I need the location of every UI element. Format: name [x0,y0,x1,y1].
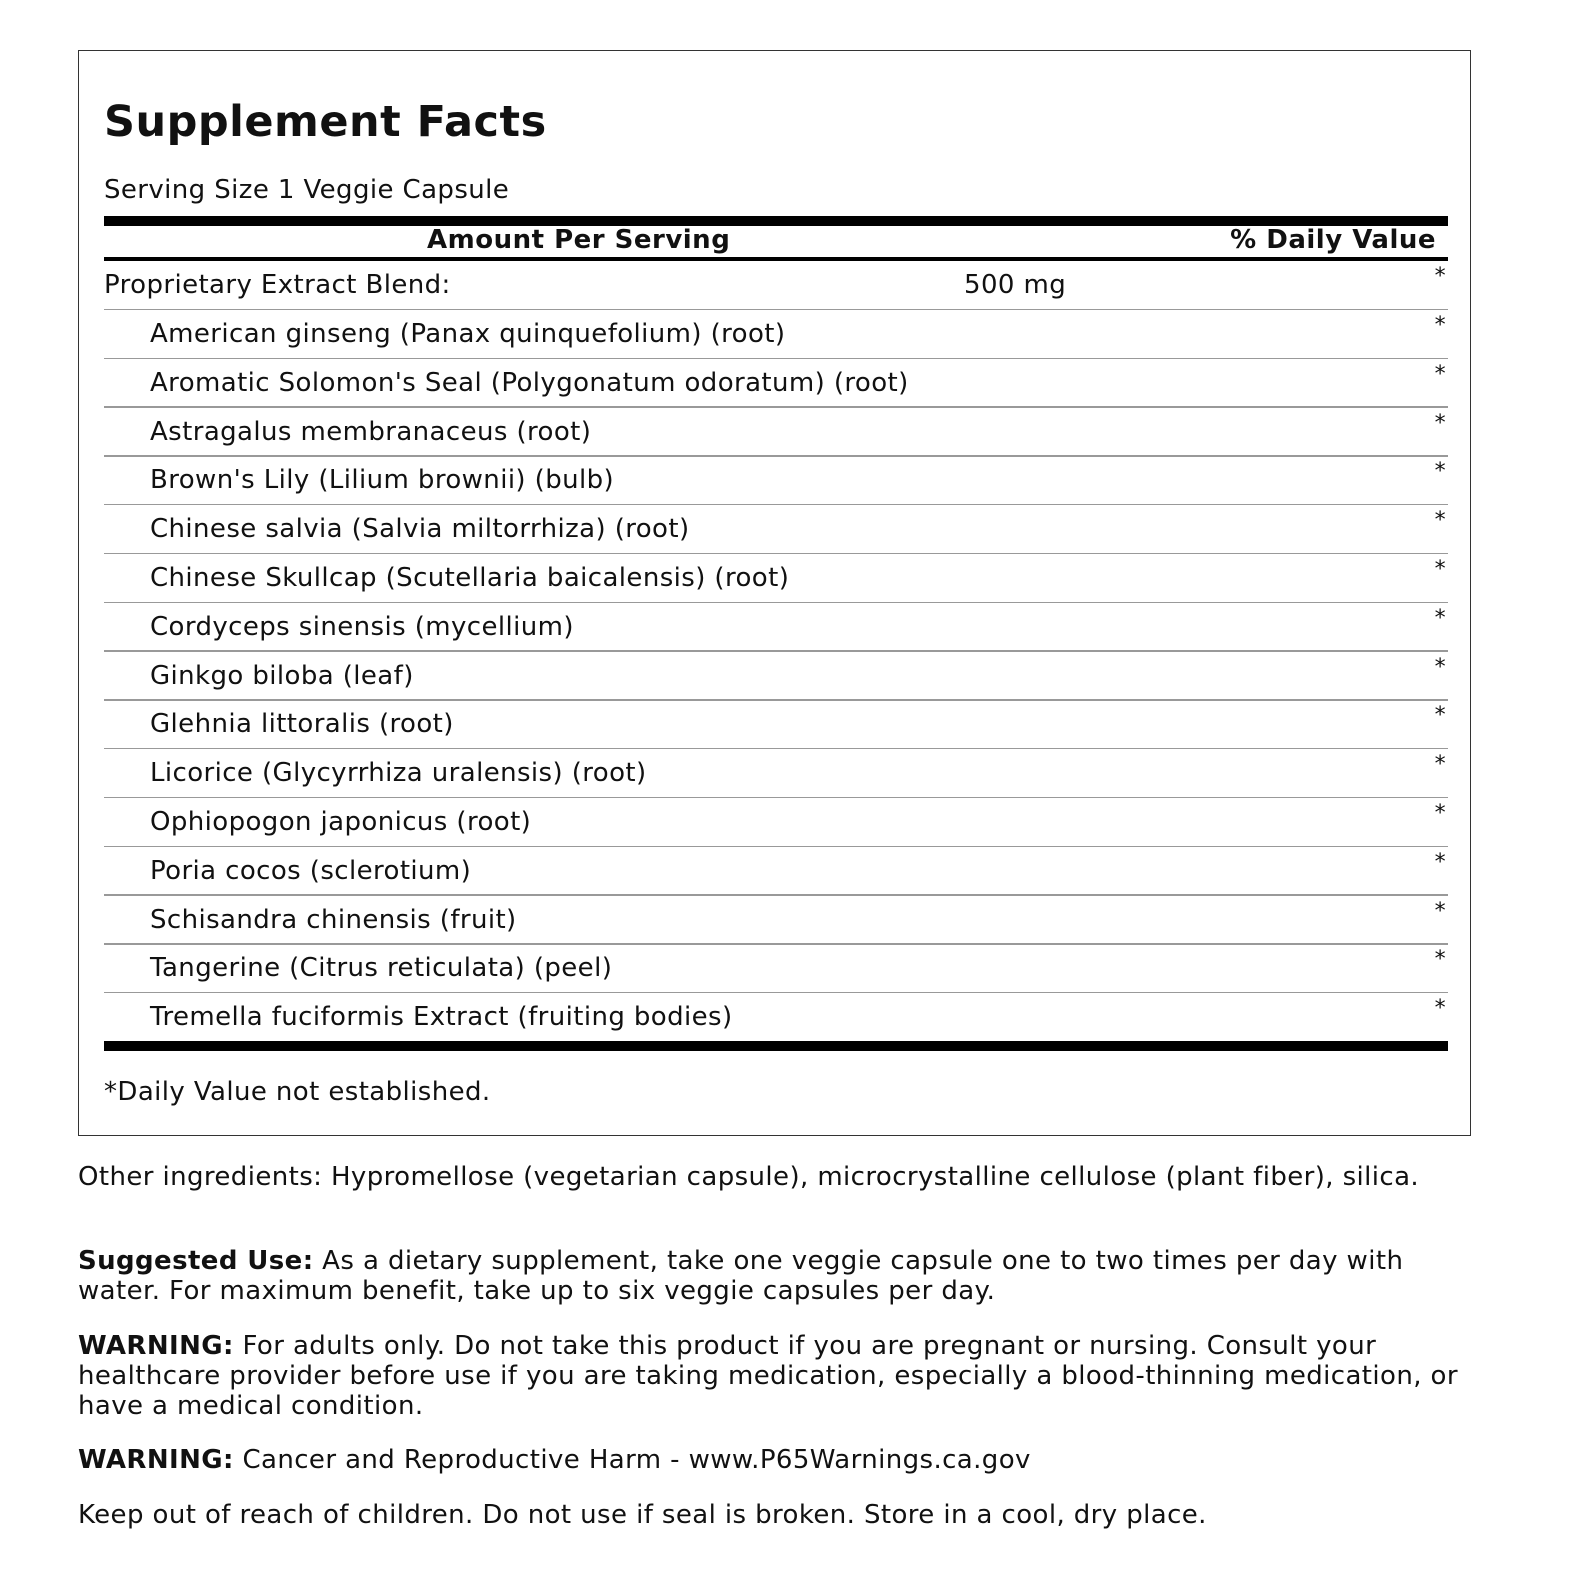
ingredient-name: Tangerine (Citrus reticulata) (peel) [150,953,613,984]
ingredient-dv: * [1434,654,1446,680]
ingredient-dv: * [1434,947,1446,973]
ingredient-row: Glehnia littoralis (root) * [104,700,1448,750]
ingredient-name: Cordyceps sinensis (mycellium) [150,611,574,642]
row-divider [104,552,1448,555]
ingredient-name: Chinese salvia (Salvia miltorrhiza) (roo… [150,514,690,545]
warning-label: WARNING: [78,1445,234,1475]
header-amount: Amount Per Serving [427,225,731,255]
ingredient-dv: * [1434,849,1446,875]
ingredient-row: Astragalus membranaceus (root) * [104,408,1448,457]
ingredient-name: Schisandra chinensis (fruit) [150,904,517,935]
ingredient-name: Glehnia littoralis (root) [150,709,454,740]
divider-thick [104,216,1448,226]
ingredient-name: American ginseng (Panax quinquefolium) (… [150,319,786,349]
warning-label: WARNING: [78,1331,234,1361]
row-divider [104,845,1448,847]
ingredient-name: Astragalus membranaceus (root) [150,416,592,447]
ingredient-name: Chinese Skullcap (Scutellaria baicalensi… [150,563,790,593]
serving-size: Serving Size 1 Veggie Capsule [104,175,510,205]
ingredient-name: Licorice (Glycyrrhiza uralensis) (root) [150,758,647,789]
row-divider [104,357,1448,359]
ingredient-name: Ophiopogon japonicus (root) [150,807,532,837]
ingredient-row: Tremella fuciformis Extract (fruiting bo… [104,993,1448,1042]
suggested-use: Suggested Use: As a dietary supplement, … [78,1246,1478,1306]
ingredient-name: Brown's Lily (Lilium brownii) (bulb) [150,465,615,496]
row-divider [104,650,1448,652]
ingredient-row: American ginseng (Panax quinquefolium) (… [104,310,1448,359]
ingredient-row: Schisandra chinensis (fruit) * [104,896,1448,945]
panel-title: Supplement Facts [104,97,547,147]
blend-amount: 500 mg [964,270,1067,300]
ingredient-name: Tremella fuciformis Extract (fruiting bo… [150,1002,733,1033]
ingredient-row: Licorice (Glycyrrhiza uralensis) (root) * [104,749,1448,799]
ingredient-dv: * [1434,410,1446,436]
row-divider [104,699,1448,701]
row-divider [104,894,1448,896]
ingredient-row: Aromatic Solomon's Seal (Polygonatum odo… [104,359,1448,408]
ingredient-dv: * [1434,752,1446,778]
warning-prop65: WARNING: Cancer and Reproductive Harm - … [78,1445,1478,1475]
warning-adults: WARNING: For adults only. Do not take th… [78,1331,1478,1421]
row-divider [104,455,1448,457]
ingredient-row: Tangerine (Citrus reticulata) (peel) * [104,944,1448,994]
divider-bottom [104,1041,1448,1051]
ingredient-dv: * [1434,508,1446,534]
row-divider [104,796,1448,799]
divider-header [104,257,1448,261]
blend-dv: * [1434,264,1446,289]
suggested-use-text: As a dietary supplement, take one veggie… [78,1246,1404,1306]
ingredient-dv: * [1434,898,1446,924]
row-divider [104,747,1448,750]
ingredient-name: Poria cocos (sclerotium) [150,855,472,886]
other-ingredients: Other ingredients: Hypromellose (vegetar… [78,1162,1420,1192]
warning-text: For adults only. Do not take this produc… [78,1331,1458,1421]
header-daily-value: % Daily Value [1230,225,1436,255]
ingredient-row: Chinese Skullcap (Scutellaria baicalensi… [104,554,1448,603]
ingredient-row: Ginkgo biloba (leaf) * [104,652,1448,701]
row-divider [104,601,1448,603]
storage-note: Keep out of reach of children. Do not us… [78,1500,1207,1530]
row-divider [104,991,1448,994]
ingredient-dv: * [1434,313,1446,338]
ingredient-dv: * [1434,996,1446,1022]
warning-text: Cancer and Reproductive Harm - www.P65Wa… [233,1445,1031,1475]
row-divider [104,503,1448,506]
ingredient-name: Aromatic Solomon's Seal (Polygonatum odo… [150,367,909,398]
row-divider [104,943,1448,945]
ingredient-row: Poria cocos (sclerotium) * [104,847,1448,896]
ingredient-dv: * [1434,703,1446,729]
ingredient-dv: * [1434,361,1446,387]
row-divider [104,308,1448,310]
row-divider [104,406,1448,408]
ingredient-row: Ophiopogon japonicus (root) * [104,798,1448,847]
ingredient-dv: * [1434,557,1446,582]
blend-name: Proprietary Extract Blend: [104,270,451,300]
footnote: *Daily Value not established. [104,1077,491,1107]
ingredient-row: Cordyceps sinensis (mycellium) * [104,603,1448,652]
ingredient-dv: * [1434,459,1446,485]
ingredient-dv: * [1434,605,1446,631]
ingredient-row: Brown's Lily (Lilium brownii) (bulb) * [104,456,1448,506]
ingredient-dv: * [1434,801,1446,826]
supplement-facts-panel: Supplement Facts Serving Size 1 Veggie C… [78,50,1471,1136]
suggested-use-label: Suggested Use: [78,1246,314,1276]
ingredient-row: Chinese salvia (Salvia miltorrhiza) (roo… [104,505,1448,555]
blend-row: Proprietary Extract Blend: 500 mg * [104,261,1448,310]
ingredient-name: Ginkgo biloba (leaf) [150,660,414,691]
